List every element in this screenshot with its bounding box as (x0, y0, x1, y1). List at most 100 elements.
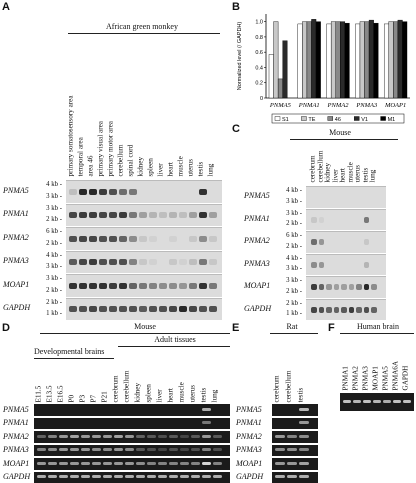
y-tick-label: 0.4 (255, 65, 263, 71)
gel-band (147, 461, 156, 465)
lane-label: P0 (67, 394, 76, 403)
gene-label: PNMA2 (3, 431, 29, 441)
gel-band (70, 475, 79, 479)
gel-band (125, 448, 134, 452)
gene-label: PNMA1 (3, 418, 29, 428)
gel-band (373, 400, 381, 403)
blot-band (89, 306, 97, 313)
blot-band (119, 282, 127, 289)
gel-band (202, 461, 211, 465)
gel-band (114, 475, 123, 479)
blot-strip (306, 298, 386, 320)
lane-label: primary motor area (106, 121, 115, 177)
kb-marker: 3 kb - (286, 277, 302, 284)
panel-c-species: Mouse (329, 128, 351, 137)
panel-b-bar-chart: Normalized level (/ GAPDH) 0 0.2 0.4 0.6 0.8 1… (237, 14, 410, 124)
blot-band (119, 188, 127, 195)
gel-band (191, 461, 200, 465)
gel-band (81, 434, 90, 438)
gene-label: PNMA1 (3, 209, 29, 219)
y-tick-label: 0.2 (255, 81, 263, 87)
bar-46-PNMA5 (277, 78, 283, 99)
blot-band (189, 212, 197, 219)
panel-e-species: Rat (286, 322, 298, 331)
bar-46-PNMA3 (364, 21, 370, 99)
gel-strip (34, 404, 230, 416)
kb-marker: 3 kb - (46, 263, 62, 270)
legend-label-V1: V1 (361, 117, 368, 123)
lane-label: P7 (89, 394, 98, 403)
lane-label: PNMA3 (361, 366, 370, 391)
lane-label: spleen (144, 384, 153, 403)
gel-band (343, 400, 351, 403)
gel-band (287, 461, 297, 465)
gene-label: PNMA5 (3, 404, 29, 414)
gel-band (81, 475, 90, 479)
blot-band (99, 282, 107, 289)
gene-label: GAPDH (3, 472, 31, 482)
bar-M1-PNMA1 (315, 21, 321, 99)
blot-band (99, 212, 107, 219)
gel-band (92, 461, 101, 465)
gel-strip (272, 444, 318, 456)
kb-marker: 3 kb - (286, 197, 302, 205)
lane-label: spleen (146, 158, 155, 177)
kb-marker: 2 kb - (286, 299, 302, 307)
gel-band (213, 448, 222, 452)
blot-strip (306, 231, 386, 253)
blot-band (318, 261, 324, 268)
gene-label: PNMA5 (244, 191, 270, 201)
blot-band (169, 259, 177, 266)
gel-band (202, 434, 211, 438)
panel-letter-c: C (232, 123, 240, 135)
blot-band (79, 188, 87, 195)
blot-band (139, 306, 147, 313)
gene-label: PNMA3 (3, 256, 29, 266)
blot-band (89, 259, 97, 266)
lane-label: liver (156, 163, 165, 177)
panel-f-header-rule (340, 333, 414, 334)
gel-band (92, 448, 101, 452)
legend-swatch-V1 (353, 116, 360, 121)
gel-band (136, 448, 145, 452)
blot-band (129, 188, 137, 195)
x-tick-label: MOAP1 (384, 102, 406, 109)
gel-band (103, 461, 112, 465)
panel-d-dev-rule (34, 358, 114, 359)
blot-band (179, 212, 187, 219)
gel-band (92, 475, 101, 479)
blot-strip (66, 250, 222, 273)
gel-band (114, 461, 123, 465)
blot-band (69, 212, 77, 219)
panel-c-header-rule (290, 139, 398, 140)
blot-band (326, 284, 332, 291)
blot-band (159, 306, 167, 313)
gel-band (37, 475, 46, 479)
lane-label: area 46 (86, 155, 95, 177)
gel-band (125, 461, 134, 465)
panel-f-species: Human brain (357, 322, 399, 331)
kb-marker: 4 kb - (46, 251, 62, 259)
gel-band (393, 400, 401, 403)
gene-label: MOAP1 (3, 279, 30, 289)
gel-strip (340, 393, 414, 411)
panel-letter-f: F (328, 322, 335, 334)
gel-strip (272, 458, 318, 470)
bar-M1-MOAP1 (402, 21, 408, 99)
gel-band (48, 434, 57, 438)
panel-e-header-rule (270, 333, 318, 334)
y-tick-label: 0.6 (255, 50, 263, 56)
blot-band (199, 235, 207, 242)
gel-band (275, 461, 285, 465)
blot-band (363, 216, 369, 223)
gene-label: GAPDH (236, 472, 264, 482)
gel-band (403, 400, 411, 403)
gel-band (180, 448, 189, 452)
blot-band (159, 212, 167, 219)
blot-band (129, 212, 137, 219)
blot-band (79, 259, 87, 266)
lane-label: GAPDH (401, 365, 410, 391)
legend-swatch-S1 (274, 116, 281, 121)
panel-a-header-rule (68, 33, 220, 34)
lane-label: testis (199, 387, 208, 403)
